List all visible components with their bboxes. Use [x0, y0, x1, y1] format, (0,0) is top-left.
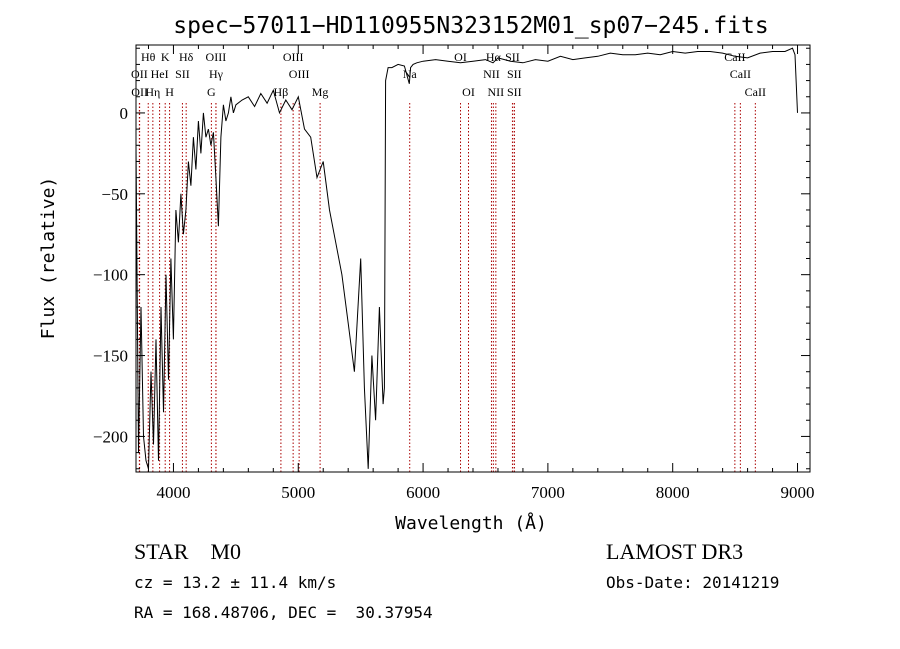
y-tick-label: −150: [93, 347, 128, 366]
spectral-line-label: Hδ: [179, 50, 194, 64]
y-tick-label: −200: [93, 427, 128, 446]
spectral-line-label: K: [161, 50, 170, 64]
y-tick-label: 0: [120, 104, 129, 123]
spectral-line-label: CaII: [745, 85, 766, 99]
plot-frame: [135, 44, 811, 473]
y-tick-label: −50: [101, 185, 128, 204]
chart-title: spec−57011−HD110955N323152M01_sp07−245.f…: [173, 13, 768, 39]
spectral-line-label: Hα: [486, 50, 502, 64]
spectral-line-label: OI: [454, 50, 467, 64]
spectral-line-label: Hγ: [209, 67, 224, 81]
spectral-line-labels: HθOIIOIIHηHeIKHSIIHδGOIIIHγHβOIIIOIIIMgN…: [131, 50, 766, 99]
x-tick-label: 5000: [281, 483, 315, 502]
spectral-line-label: HeI: [151, 67, 169, 81]
x-axis-label: Wavelength (Å): [395, 512, 547, 534]
spectral-line-label: CaII: [724, 50, 745, 64]
x-axis-ticks: 4000 5000 6000 7000 8000 9000: [147, 45, 815, 502]
spectral-line-label: OIII: [289, 67, 310, 81]
y-tick-label: −100: [93, 266, 128, 285]
spectral-line-label: NII: [488, 85, 505, 99]
spectrum-chart: spec−57011−HD110955N323152M01_sp07−245.f…: [38, 13, 815, 534]
spectral-line-label: SII: [175, 67, 190, 81]
spectral-line-label: OI: [462, 85, 475, 99]
y-axis-label: Flux (relative): [38, 177, 59, 340]
x-tick-label: 8000: [656, 483, 690, 502]
spectral-line-label: Hη: [145, 85, 160, 99]
spectral-line-label: NII: [483, 67, 500, 81]
spectral-line-label: OII: [131, 85, 148, 99]
spectral-line-label: Hβ: [274, 85, 289, 99]
spectral-line-label: SII: [507, 67, 522, 81]
x-tick-label: 9000: [781, 483, 815, 502]
spectral-line-label: G: [207, 85, 216, 99]
spectral-line-label: SII: [507, 85, 522, 99]
spectral-line-label: OIII: [206, 50, 227, 64]
spectral-line-label: Mg: [312, 85, 329, 99]
spectral-line-label: H: [165, 85, 174, 99]
redshift-velocity: cz = 13.2 ± 11.4 km/s: [134, 573, 337, 592]
x-tick-label: 4000: [156, 483, 190, 502]
ra-dec-coordinates: RA = 168.48706, DEC = 30.37954: [134, 603, 433, 622]
y-axis-ticks: 0 −50 −100 −150 −200: [93, 47, 810, 470]
spectral-line-label: Hθ: [141, 50, 156, 64]
spectral-line-markers: [138, 103, 756, 472]
x-tick-label: 6000: [406, 483, 440, 502]
spectral-line-label: OIII: [283, 50, 304, 64]
survey-name: LAMOST DR3: [606, 539, 744, 564]
observation-date: Obs-Date: 20141219: [606, 573, 780, 592]
spectral-line-label: CaII: [730, 67, 751, 81]
spectral-line-label: OII: [131, 67, 148, 81]
spectrum-series-line: [135, 47, 798, 469]
object-class: STAR M0: [134, 539, 242, 564]
x-tick-label: 7000: [531, 483, 565, 502]
